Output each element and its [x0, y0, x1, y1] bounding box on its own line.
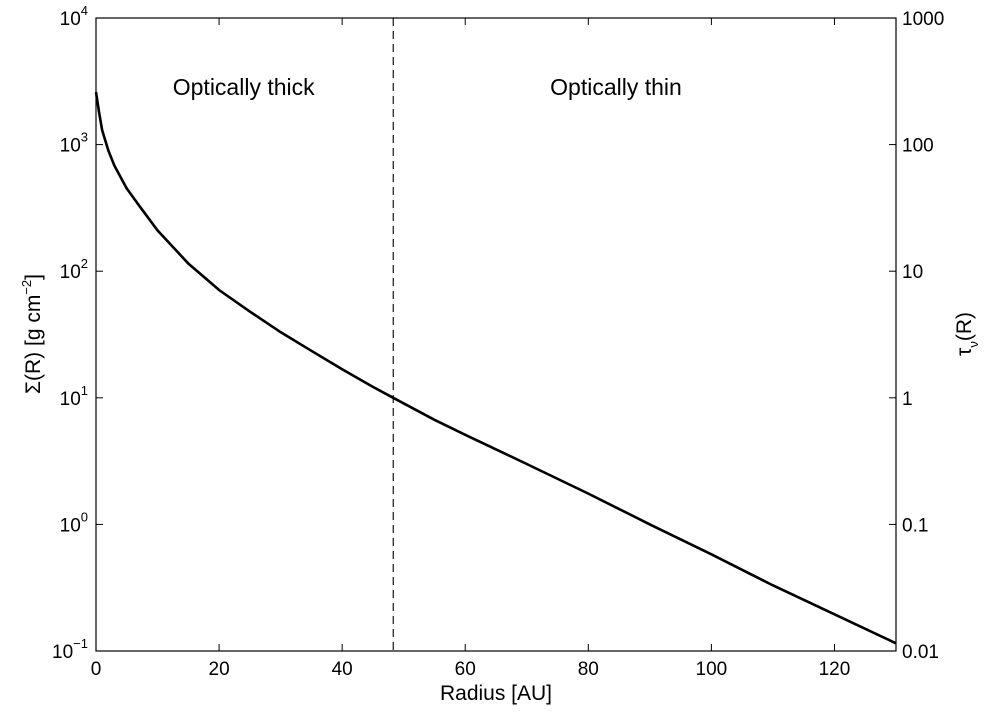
y-tick-label: 102: [60, 256, 88, 283]
y2-tick-label: 0.1: [902, 515, 928, 536]
y-axis-title: Σ(R) [g cm−2]: [19, 274, 45, 394]
y2-axis-title-suffix: (R): [953, 312, 976, 341]
x-tick-label: 60: [455, 659, 476, 680]
y2-axis-title: τν(R): [953, 312, 981, 356]
x-tick-label: 0: [91, 659, 102, 680]
y-tick-label-exponent: 0: [81, 509, 88, 524]
y-tick-label: 101: [60, 383, 88, 410]
x-tick-label: 100: [696, 659, 728, 680]
y2-axis-title-base: τ: [953, 347, 976, 356]
y-tick-label-exponent: 4: [81, 3, 88, 18]
y-tick-label-exponent: 2: [81, 256, 88, 271]
region-annotations: Optically thick Optically thin: [173, 74, 682, 100]
x-tick-label: 80: [578, 659, 599, 680]
y2-axis-title-subscript: ν: [966, 341, 981, 348]
y-tick-label-base: 10: [60, 515, 81, 536]
region-annotation: Optically thin: [550, 74, 682, 100]
y2-axis-ticks: 1000 100 10 1 0.1 0.01: [889, 9, 944, 663]
x-axis-ticks: 0 20 40 60 80 100 120: [91, 18, 851, 680]
y-axis-title-suffix: ]: [22, 274, 45, 280]
y-tick-label: 104: [60, 3, 88, 30]
y-tick-label-exponent: 3: [81, 130, 88, 145]
y-axis-title-prefix: Σ(R) [g cm: [22, 295, 45, 394]
y-tick-label-base: 10: [60, 136, 81, 157]
y2-tick-label: 0.01: [902, 642, 939, 663]
y-tick-label-exponent: 1: [81, 383, 88, 398]
x-tick-label: 120: [819, 659, 851, 680]
y2-tick-label: 100: [902, 136, 934, 157]
x-axis-title: Radius [AU]: [440, 682, 552, 705]
y-tick-label-exponent: −1: [73, 636, 88, 651]
y2-tick-label: 10: [902, 262, 923, 283]
y-tick-label: 103: [60, 130, 88, 157]
plot-area: [95, 17, 897, 652]
y-axis-title-exponent: −2: [19, 280, 34, 295]
y-tick-label-base: 10: [60, 9, 81, 30]
surface-density-curve: [94, 91, 897, 645]
y-tick-label-base: 10: [60, 262, 81, 283]
y-tick-label-base: 10: [60, 389, 81, 410]
y-tick-label: 100: [60, 509, 88, 536]
y-tick-label: 10−1: [52, 636, 88, 663]
x-tick-label: 40: [332, 659, 353, 680]
y-tick-label-base: 10: [52, 642, 73, 663]
y2-tick-label: 1: [902, 389, 913, 410]
y2-tick-label: 1000: [902, 9, 944, 30]
region-annotation: Optically thick: [173, 74, 315, 100]
x-tick-label: 20: [209, 659, 230, 680]
